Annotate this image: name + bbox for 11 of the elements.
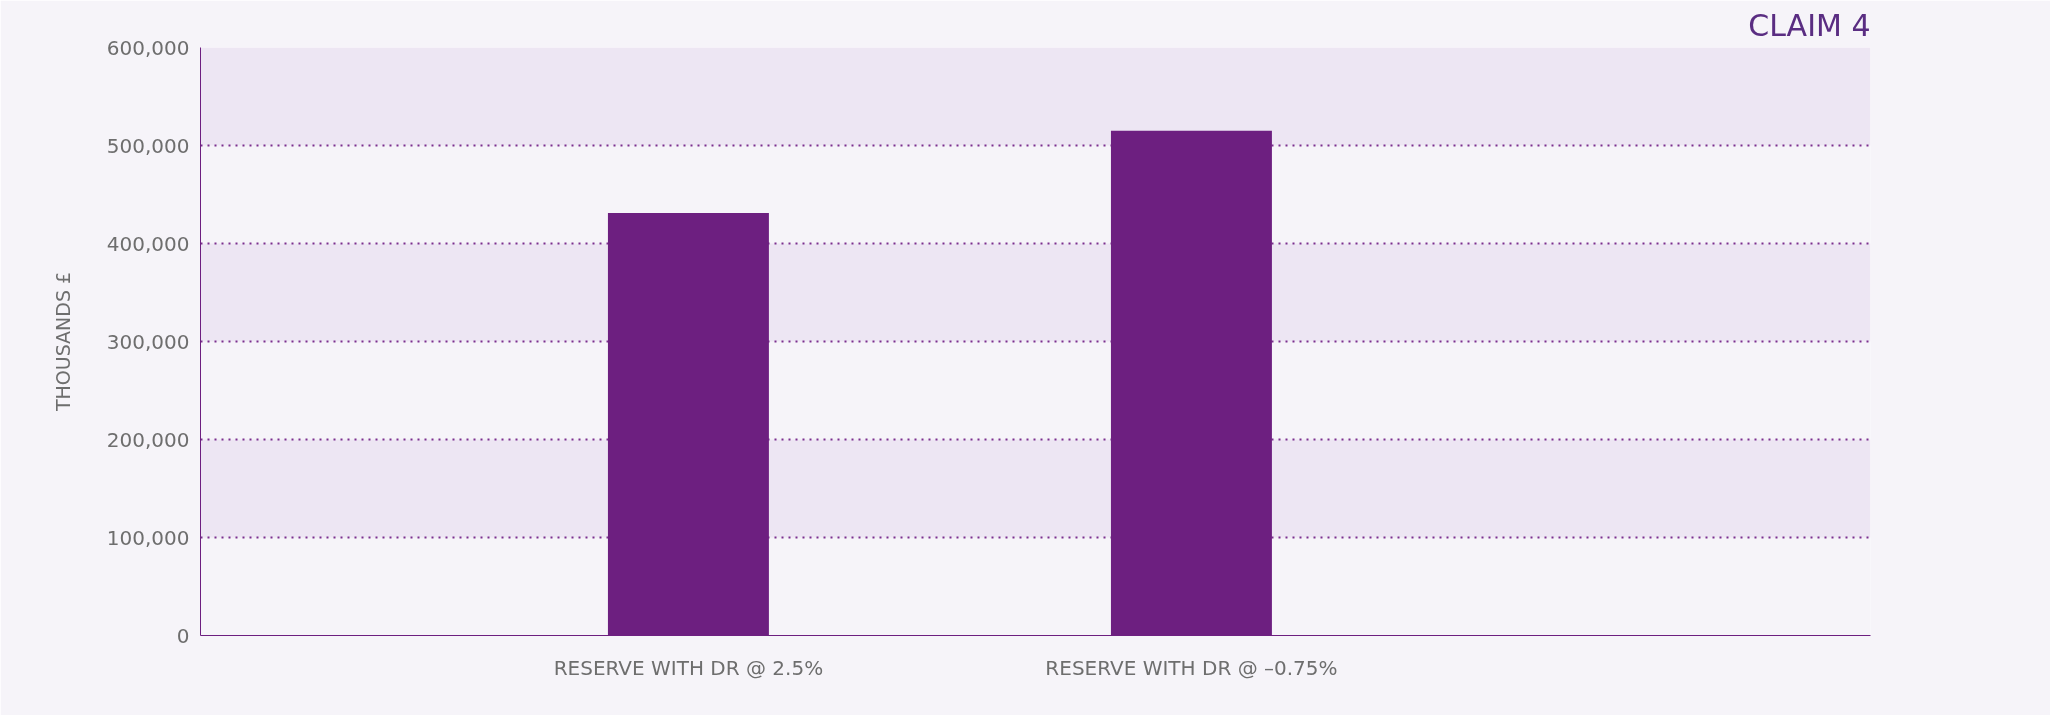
- x-tick-label: RESERVE WITH DR @ –0.75%: [1045, 655, 1338, 680]
- y-axis-title: THOUSANDS £: [51, 271, 74, 413]
- y-tick-label: 300,000: [106, 329, 190, 354]
- y-tick-label: 500,000: [106, 133, 190, 158]
- y-tick-label: 600,000: [106, 35, 190, 60]
- y-tick-label: 400,000: [106, 231, 190, 256]
- y-tick-label: 0: [176, 623, 190, 648]
- y-tick-label: 200,000: [106, 427, 190, 452]
- y-tick-label: 100,000: [106, 525, 190, 550]
- x-tick-label: RESERVE WITH DR @ 2.5%: [553, 655, 824, 680]
- text: CLAIM 4: [1748, 7, 1871, 43]
